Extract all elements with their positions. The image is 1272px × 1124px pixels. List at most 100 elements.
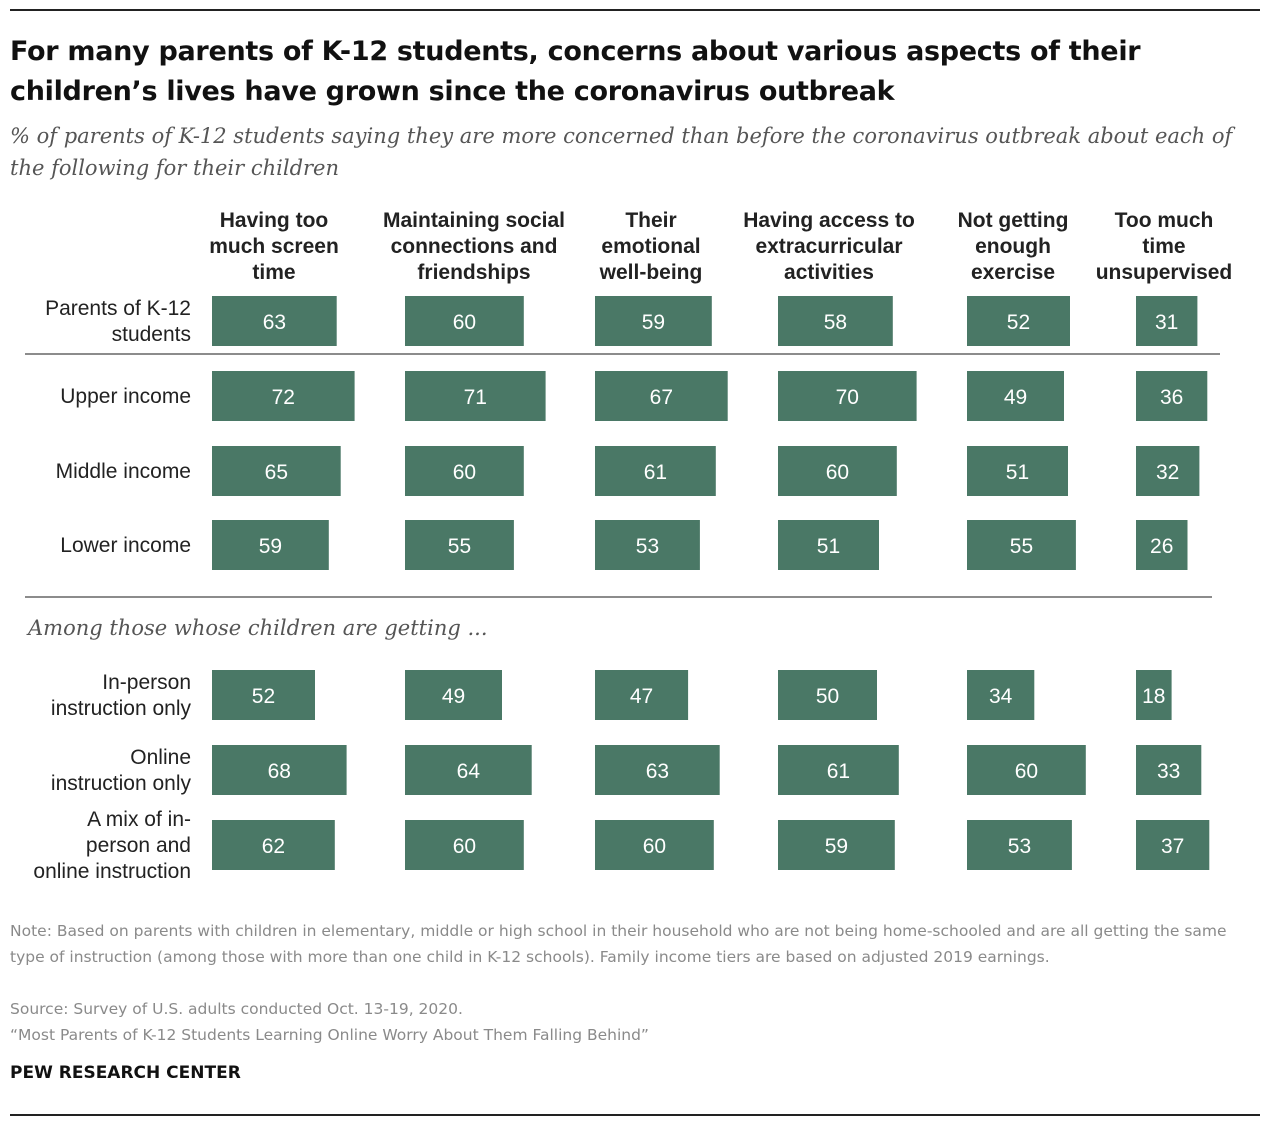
chart-title: For many parents of K-12 students, conce…: [10, 36, 1141, 107]
bar-value-r3-c3: 51: [817, 535, 840, 558]
column-header-3-line-1: extracurricular: [755, 235, 902, 258]
bar-r5-c0: [212, 745, 347, 795]
bar-value-r5-c5: 33: [1157, 760, 1180, 783]
bar-r0-c5: [1136, 296, 1198, 346]
bar-value-r2-c3: 60: [826, 461, 849, 484]
bar-r5-c5: [1136, 745, 1202, 795]
section-label: Among those whose children are getting .…: [26, 616, 488, 640]
bar-r0-c0: [212, 296, 337, 346]
row-label-0-line-0: Parents of K-12: [45, 297, 191, 320]
bar-r2-c4: [967, 446, 1068, 496]
column-header-4-line-2: exercise: [971, 261, 1055, 284]
bar-r2-c0: [212, 446, 341, 496]
bar-r5-c2: [595, 745, 720, 795]
column-header-5-line-0: Too much: [1115, 209, 1214, 232]
column-header-2-line-2: well-being: [599, 261, 703, 284]
bar-chart: Having too much screen time Maintaining soc…: [25, 209, 1233, 883]
bar-r4-c0: [212, 670, 315, 720]
bar-value-r0-c1: 60: [453, 311, 476, 334]
bar-value-r3-c4: 55: [1010, 535, 1033, 558]
report-title: “Most Parents of K-12 Students Learning …: [10, 1026, 649, 1044]
row-label-0-line-1: students: [112, 323, 191, 346]
bar-value-r5-c4: 60: [1015, 760, 1038, 783]
divider-income: [25, 596, 1212, 598]
bar-value-r2-c0: 65: [265, 461, 288, 484]
bar-r1-c3: [778, 371, 917, 421]
row-label-6-line-2: online instruction: [33, 860, 191, 883]
bar-r2-c2: [595, 446, 716, 496]
column-header-1-line-0: Maintaining social: [383, 209, 565, 232]
bar-r2-c1: [405, 446, 524, 496]
bar-r6-c1: [405, 820, 524, 870]
column-header-5-line-2: unsupervised: [1096, 261, 1233, 284]
bar-value-r5-c3: 61: [827, 760, 850, 783]
row-label-6-line-1: person and: [86, 834, 191, 857]
row-label-2-line-0: Middle income: [56, 460, 191, 483]
bar-value-r5-c0: 68: [268, 760, 291, 783]
bar-r4-c5: [1136, 670, 1172, 720]
row-label-5-line-0: Online: [130, 746, 191, 769]
bar-r4-c3: [778, 670, 877, 720]
bar-r0-c3: [778, 296, 893, 346]
divider-total: [25, 353, 1220, 355]
pew-logo-text: PEW RESEARCH CENTER: [10, 1063, 241, 1083]
column-header-2-line-1: emotional: [601, 235, 700, 258]
bar-r3-c5: [1136, 520, 1188, 570]
bar-r3-c2: [595, 520, 700, 570]
chart-subtitle: % of parents of K-12 students saying the…: [10, 124, 1233, 180]
bar-r6-c0: [212, 820, 335, 870]
bar-value-r4-c2: 47: [630, 685, 653, 708]
bar-r6-c2: [595, 820, 714, 870]
bar-value-r6-c1: 60: [453, 835, 476, 858]
bar-value-r5-c2: 63: [646, 760, 669, 783]
bar-value-r2-c2: 61: [644, 461, 667, 484]
bar-r5-c1: [405, 745, 532, 795]
bar-r2-c5: [1136, 446, 1200, 496]
bar-r6-c4: [967, 820, 1072, 870]
row-label-6-line-0: A mix of in-: [87, 808, 191, 831]
bar-value-r0-c2: 59: [642, 311, 665, 334]
bar-value-r3-c5: 26: [1150, 535, 1173, 558]
bar-value-r0-c4: 52: [1007, 311, 1030, 334]
bar-value-r1-c0: 72: [272, 386, 295, 409]
bar-r0-c2: [595, 296, 712, 346]
bar-value-r4-c5: 18: [1142, 685, 1165, 708]
column-header-3-line-0: Having access to: [743, 209, 915, 232]
bar-value-r1-c3: 70: [836, 386, 859, 409]
bar-r3-c0: [212, 520, 329, 570]
column-header-0-line-1: much screen: [209, 235, 339, 258]
bar-r5-c4: [967, 745, 1086, 795]
bar-r4-c4: [967, 670, 1035, 720]
bar-value-r4-c0: 52: [252, 685, 275, 708]
bar-r1-c5: [1136, 371, 1208, 421]
bar-value-r3-c2: 53: [636, 535, 659, 558]
bottom-rule: [10, 1114, 1260, 1116]
bar-r5-c3: [778, 745, 899, 795]
bar-value-r3-c1: 55: [448, 535, 471, 558]
bar-r1-c2: [595, 371, 728, 421]
bar-value-r2-c4: 51: [1006, 461, 1029, 484]
bar-r2-c3: [778, 446, 897, 496]
chart-source: Source: Survey of U.S. adults conducted …: [10, 1000, 463, 1018]
bar-r1-c1: [405, 371, 546, 421]
bar-value-r4-c4: 34: [989, 685, 1013, 708]
bar-value-r4-c1: 49: [442, 685, 465, 708]
row-label-4-line-0: In-person: [102, 671, 191, 694]
column-header-5-line-1: time: [1142, 235, 1185, 258]
row-label-1-line-0: Upper income: [60, 385, 191, 408]
column-header-2-line-0: Their: [625, 209, 676, 232]
bar-value-r2-c5: 32: [1156, 461, 1179, 484]
bar-value-r6-c3: 59: [825, 835, 848, 858]
column-header-1-line-2: friendships: [417, 261, 530, 284]
top-rule: [10, 9, 1260, 11]
bar-value-r1-c2: 67: [650, 386, 673, 409]
bar-r3-c1: [405, 520, 514, 570]
bar-r3-c4: [967, 520, 1076, 570]
column-header-3-line-2: activities: [784, 261, 874, 284]
bar-value-r1-c1: 71: [464, 386, 487, 409]
row-label-4-line-1: instruction only: [51, 697, 192, 720]
bar-value-r1-c4: 49: [1004, 386, 1027, 409]
bar-value-r6-c0: 62: [262, 835, 285, 858]
bar-value-r0-c5: 31: [1155, 311, 1178, 334]
bar-value-r0-c3: 58: [824, 311, 847, 334]
